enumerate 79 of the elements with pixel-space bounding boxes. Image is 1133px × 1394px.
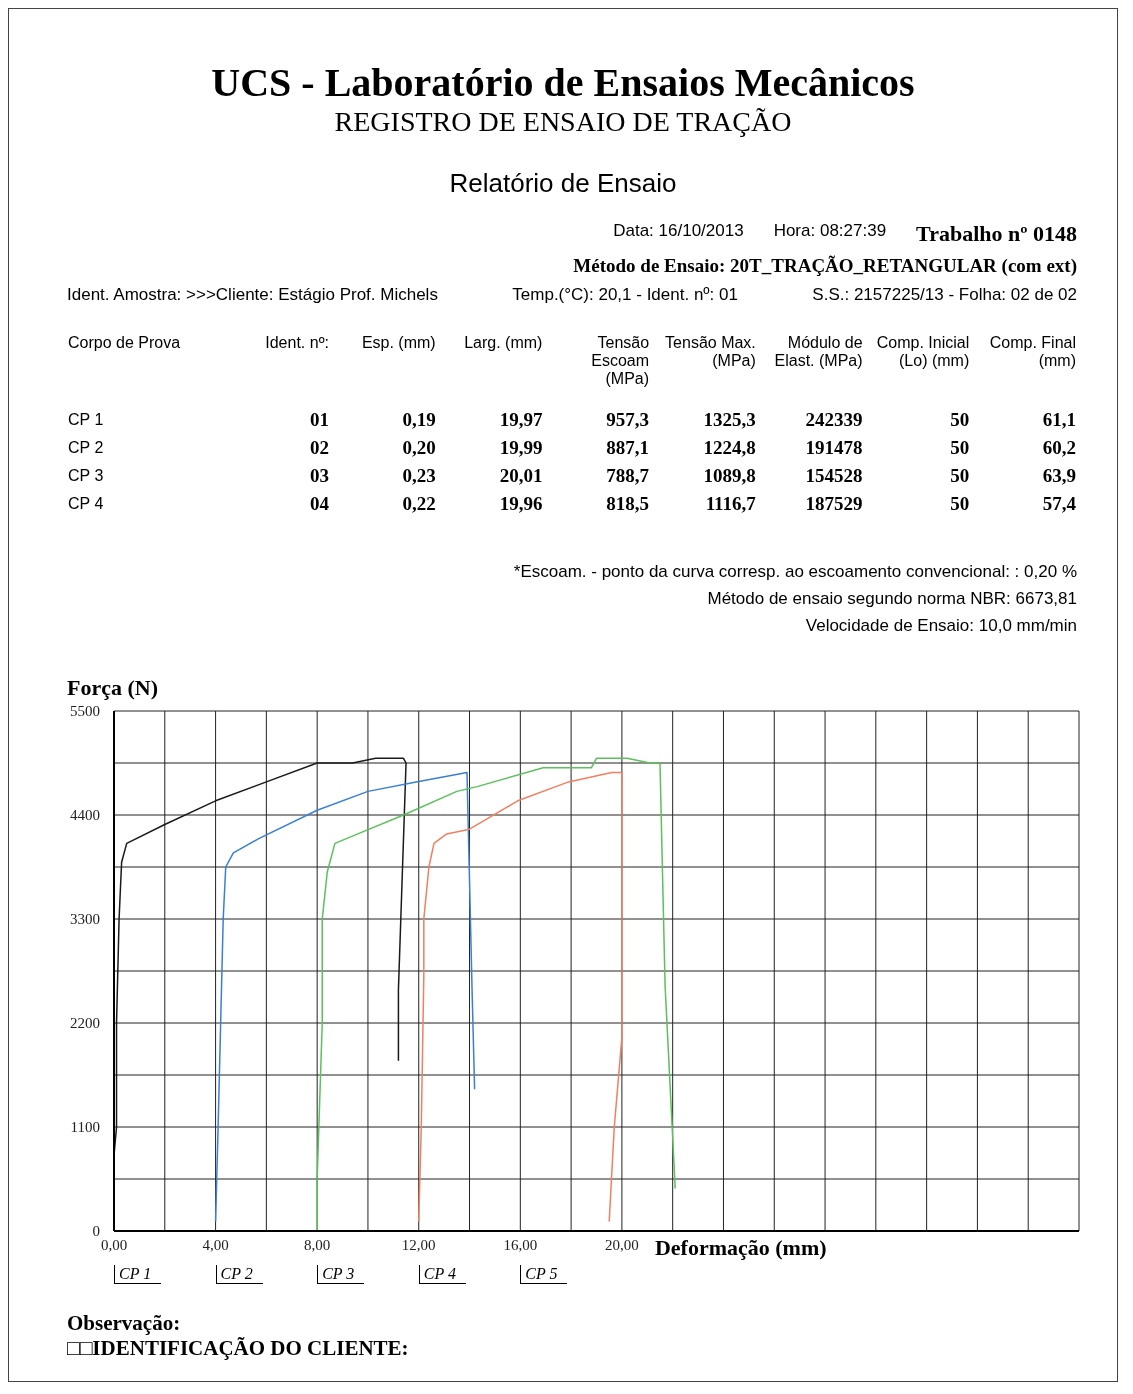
- text: Ident. nº:: [264, 333, 330, 353]
- text: 19,96: [498, 492, 544, 516]
- text: 957,3: [605, 408, 651, 432]
- text: 154528: [804, 464, 864, 488]
- text: Trabalho nº 0148: [916, 221, 1077, 247]
- text: Módulo de Elast. (MPa): [773, 333, 864, 371]
- text: Tensão Max. (MPa): [664, 333, 757, 371]
- y-tick-label: 2200: [70, 1015, 100, 1031]
- text: 60,2: [1041, 436, 1077, 460]
- text: 19,97: [498, 408, 544, 432]
- text: CP 2: [67, 438, 105, 458]
- x-tick-label: 16,00: [503, 1236, 538, 1253]
- chart-title: UCS - Laboratório de Ensaios Mecânicos: [210, 59, 916, 106]
- text: *Escoam. - ponto da curva corresp. ao escoamento convencional: : 0,20 %: [512, 561, 1077, 583]
- y-tick-label: 1100: [70, 1119, 100, 1135]
- x-tick-label: 0,00: [100, 1236, 128, 1253]
- text: 63,9: [1041, 464, 1077, 488]
- y-tick-label: 4400: [70, 807, 100, 823]
- text: 0,22: [401, 492, 437, 516]
- text: Hora: 08:27:39: [773, 221, 887, 242]
- text: 242339: [804, 408, 864, 432]
- text: Corpo de Prova: [67, 333, 182, 353]
- text: □□IDENTIFICAÇÃO DO CLIENTE:: [67, 1336, 410, 1361]
- text: 1116,7: [704, 492, 757, 516]
- text: CP 1: [114, 1265, 162, 1284]
- x-tick-label: 8,00: [304, 1236, 331, 1253]
- text: 02: [308, 436, 330, 460]
- text: Data: 16/10/2013: [613, 221, 744, 242]
- text: 50: [949, 408, 971, 432]
- text: 0,23: [401, 464, 437, 488]
- text: Velocidade de Ensaio: 10,0 mm/min: [804, 615, 1077, 637]
- text: S.S.: 2157225/13 - Folha: 02 de 02: [812, 285, 1077, 305]
- text: Método de ensaio segundo norma NBR: 6673,81: [706, 588, 1077, 610]
- text: Larg. (mm): [463, 333, 544, 353]
- text: Comp. Inicial (Lo) (mm): [875, 333, 971, 371]
- text: Tensão Escoam (MPa): [590, 333, 651, 389]
- text: 01: [308, 408, 330, 432]
- text: 50: [949, 492, 971, 516]
- x-tick-label: 12,00: [401, 1236, 436, 1253]
- text: Ident. Amostra: >>>Cliente: Estágio Prof. Michels: [67, 285, 438, 305]
- x-tick-label: 4,00: [202, 1236, 229, 1253]
- text: 788,7: [605, 464, 651, 488]
- y-axis-title: Força (N): [67, 675, 159, 701]
- text: CP 5: [520, 1265, 568, 1284]
- chart-subtitle: REGISTRO DE ENSAIO DE TRAÇÃO: [333, 106, 793, 138]
- text: 50: [949, 464, 971, 488]
- y-tick-label: 5500: [70, 703, 100, 719]
- text: Método de Ensaio: 20T_TRAÇÃO_RETANGULAR (com ext): [572, 255, 1077, 277]
- text: CP 4: [418, 1265, 466, 1284]
- x-axis-title: Deformação (mm): [654, 1235, 827, 1261]
- text: CP 2: [215, 1265, 263, 1284]
- text: 0,20: [401, 436, 437, 460]
- text: Relatório de Ensaio: [448, 168, 678, 199]
- text: 1089,8: [702, 464, 757, 488]
- text: CP 1: [67, 410, 105, 430]
- text: 04: [308, 492, 330, 516]
- text: 61,1: [1041, 408, 1077, 432]
- text: Temp.(°C): 20,1 - Ident. nº: 01: [512, 285, 738, 305]
- text: 20,01: [498, 464, 544, 488]
- y-tick-label: 0: [92, 1223, 100, 1239]
- x-tick-label: 20,00: [605, 1236, 639, 1253]
- text: 57,4: [1041, 492, 1077, 516]
- text: Observação:: [67, 1311, 182, 1336]
- text: 187529: [804, 492, 864, 516]
- text: 03: [308, 464, 330, 488]
- text: 191478: [804, 436, 864, 460]
- text: 887,1: [605, 436, 651, 460]
- text: 818,5: [605, 492, 651, 516]
- text: 19,99: [498, 436, 544, 460]
- text: 50: [949, 436, 971, 460]
- text: 1325,3: [702, 408, 757, 432]
- text: Esp. (mm): [360, 333, 437, 353]
- text: 0,19: [401, 408, 437, 432]
- text: CP 3: [67, 466, 105, 486]
- text: CP 3: [317, 1265, 365, 1284]
- text: CP 4: [67, 494, 105, 514]
- text: 1224,8: [702, 436, 757, 460]
- text: Comp. Final (mm): [988, 333, 1077, 371]
- y-tick-label: 3300: [70, 911, 100, 927]
